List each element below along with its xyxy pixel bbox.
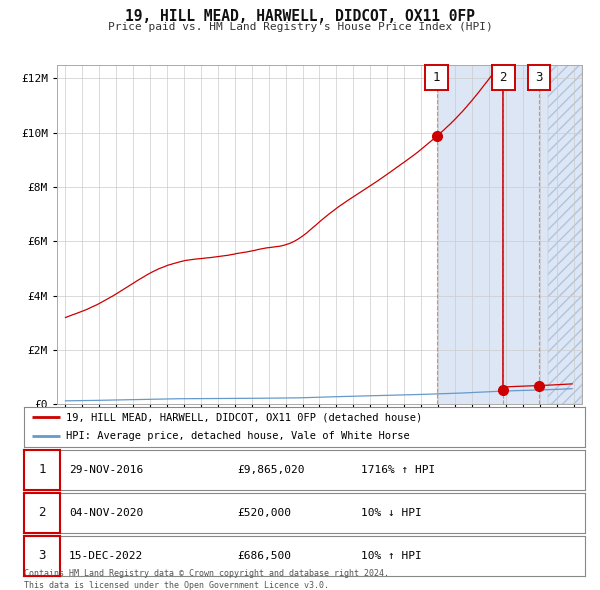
Text: 3: 3 [535, 71, 543, 84]
Text: 2: 2 [38, 506, 46, 519]
Text: £9,865,020: £9,865,020 [237, 465, 305, 474]
Text: 1: 1 [433, 71, 440, 84]
Text: 1: 1 [38, 463, 46, 476]
Bar [437, 65, 582, 404]
Text: 15-DEC-2022: 15-DEC-2022 [69, 551, 143, 560]
Text: £520,000: £520,000 [237, 508, 291, 517]
Text: 10% ↓ HPI: 10% ↓ HPI [361, 508, 421, 517]
Text: 1716% ↑ HPI: 1716% ↑ HPI [361, 465, 435, 474]
Text: 3: 3 [38, 549, 46, 562]
Text: HPI: Average price, detached house, Vale of White Horse: HPI: Average price, detached house, Vale… [66, 431, 410, 441]
Text: 19, HILL MEAD, HARWELL, DIDCOT, OX11 0FP: 19, HILL MEAD, HARWELL, DIDCOT, OX11 0FP [125, 9, 475, 24]
Bar [548, 65, 582, 404]
Text: Contains HM Land Registry data © Crown copyright and database right 2024.
This d: Contains HM Land Registry data © Crown c… [24, 569, 389, 590]
Text: 19, HILL MEAD, HARWELL, DIDCOT, OX11 0FP (detached house): 19, HILL MEAD, HARWELL, DIDCOT, OX11 0FP… [66, 412, 422, 422]
Text: 10% ↑ HPI: 10% ↑ HPI [361, 551, 421, 560]
Text: 2: 2 [499, 71, 507, 84]
Text: £686,500: £686,500 [237, 551, 291, 560]
Text: Price paid vs. HM Land Registry's House Price Index (HPI): Price paid vs. HM Land Registry's House … [107, 22, 493, 32]
Text: 04-NOV-2020: 04-NOV-2020 [69, 508, 143, 517]
Text: 29-NOV-2016: 29-NOV-2016 [69, 465, 143, 474]
